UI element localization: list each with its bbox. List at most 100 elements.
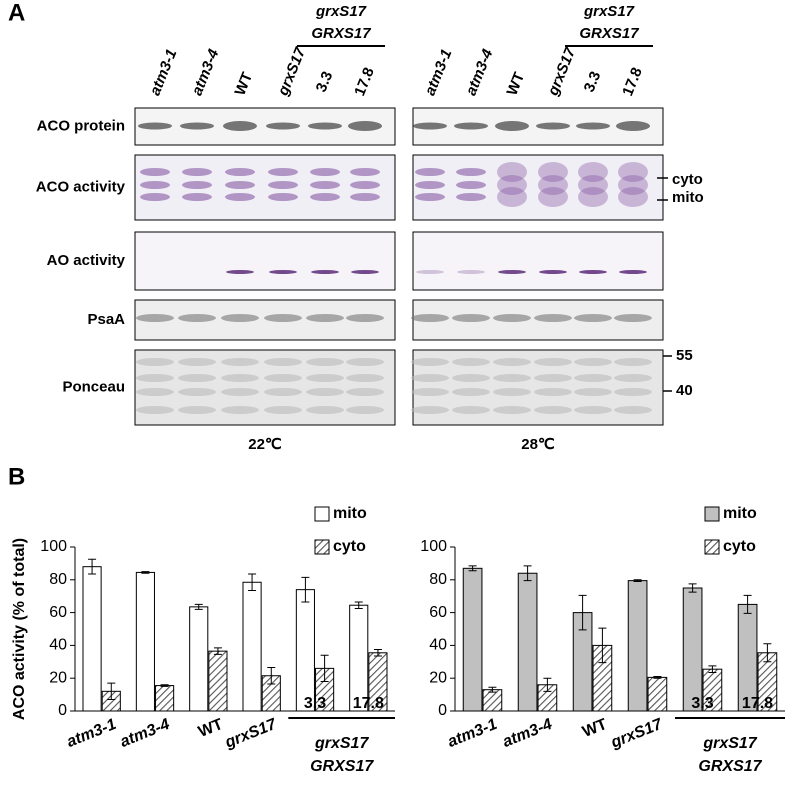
error-bar — [578, 594, 587, 631]
band — [221, 314, 259, 322]
band — [310, 168, 340, 176]
legend-swatch — [314, 506, 330, 522]
lane-label: atm3-4 — [189, 46, 223, 98]
y-tick-label: 40 — [429, 637, 447, 654]
error-bar — [354, 601, 363, 609]
band — [415, 193, 445, 201]
x-tick-label: grxS17 — [222, 715, 280, 752]
band — [136, 358, 174, 366]
bar — [647, 676, 668, 712]
band — [348, 121, 382, 131]
error-bar — [88, 558, 97, 575]
band — [225, 193, 255, 201]
y-tick-label: 40 — [49, 637, 67, 654]
legend-swatch — [314, 539, 330, 555]
error-bar — [688, 583, 697, 593]
band — [178, 388, 216, 396]
band — [225, 168, 255, 176]
band — [614, 388, 652, 396]
error-bar — [633, 579, 642, 582]
legend-label: mito — [333, 505, 367, 522]
bar — [82, 566, 102, 712]
band — [182, 193, 212, 201]
error-bar — [543, 677, 552, 692]
row-label: ACO activity — [36, 178, 126, 195]
marker-label: 40 — [676, 382, 693, 399]
lane-label: 17.8 — [351, 65, 378, 98]
group-label: GRXS17 — [579, 25, 639, 42]
band — [180, 122, 214, 130]
y-tick-label: 0 — [58, 702, 67, 719]
error-bar — [141, 571, 150, 574]
band — [350, 181, 380, 189]
band — [457, 270, 485, 274]
band — [178, 358, 216, 366]
band — [269, 270, 297, 274]
band — [306, 374, 344, 382]
band — [497, 162, 527, 182]
band — [136, 406, 174, 414]
bar — [482, 689, 503, 712]
legend-label: cyto — [333, 538, 366, 555]
blot — [412, 154, 664, 221]
error-bar — [763, 643, 772, 663]
lane-label: grxS17 — [274, 45, 309, 99]
panel-label: B — [8, 463, 25, 490]
band — [579, 270, 607, 274]
band — [140, 168, 170, 176]
band — [574, 388, 612, 396]
bar — [189, 606, 209, 712]
band — [346, 388, 384, 396]
y-tick-label: 60 — [429, 604, 447, 621]
bar — [208, 650, 228, 712]
lane-label: atm3-4 — [463, 46, 497, 98]
band — [534, 374, 572, 382]
band — [264, 314, 302, 322]
y-tick-label: 20 — [49, 669, 67, 686]
x-tick-label: WT — [196, 716, 226, 741]
band-label: mito — [672, 189, 704, 206]
band — [264, 388, 302, 396]
band — [493, 358, 531, 366]
band — [310, 181, 340, 189]
bar — [682, 587, 703, 712]
band — [136, 314, 174, 322]
group-label: grxS17 — [583, 3, 635, 20]
band — [310, 193, 340, 201]
band — [346, 358, 384, 366]
x-tick-label: grxS17 — [608, 715, 666, 752]
lane-label: atm3-1 — [422, 47, 456, 98]
error-bar — [194, 603, 203, 610]
band — [493, 374, 531, 382]
bar — [155, 685, 175, 712]
band — [226, 270, 254, 274]
y-tick-label: 0 — [438, 702, 447, 719]
band — [346, 406, 384, 414]
band — [574, 374, 612, 382]
band — [136, 388, 174, 396]
legend-swatch — [704, 539, 720, 555]
y-tick-label: 20 — [429, 669, 447, 686]
x-tick-label: 17.8 — [353, 695, 384, 712]
error-bar — [743, 594, 752, 614]
band — [350, 193, 380, 201]
error-bar — [301, 576, 310, 603]
blot — [412, 231, 664, 291]
band — [619, 270, 647, 274]
band — [614, 314, 652, 322]
band — [495, 121, 529, 131]
band — [493, 406, 531, 414]
band — [493, 388, 531, 396]
error-bar — [598, 627, 607, 664]
group-label: grxS17 — [702, 735, 757, 752]
condition-label: 28℃ — [521, 436, 555, 453]
band — [140, 193, 170, 201]
band — [578, 175, 608, 195]
legend-swatch — [704, 506, 720, 522]
band — [411, 358, 449, 366]
band — [415, 181, 445, 189]
row-label: ACO protein — [37, 117, 125, 134]
band — [534, 406, 572, 414]
y-tick-label: 80 — [49, 571, 67, 588]
